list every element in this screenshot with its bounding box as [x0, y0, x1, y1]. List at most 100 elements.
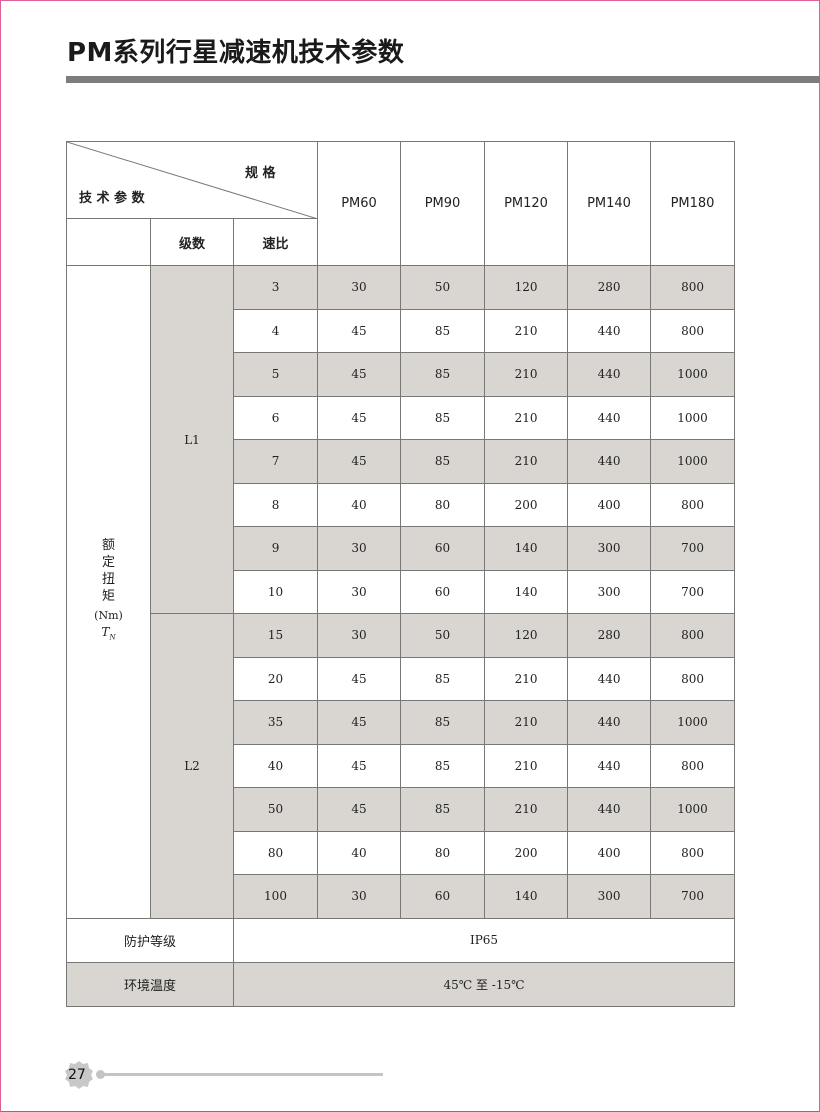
- ratio-header: 速比: [232, 218, 319, 266]
- torque-value-cell: 50: [400, 613, 486, 658]
- torque-value-cell: 210: [484, 743, 569, 788]
- torque-value-cell: 800: [650, 743, 736, 788]
- torque-value-cell: 440: [567, 439, 652, 484]
- torque-value-cell: 440: [567, 787, 652, 832]
- torque-value-cell: 30: [317, 526, 402, 571]
- footer-line: [99, 1073, 383, 1076]
- title-divider: [66, 76, 820, 83]
- footer-dot: [96, 1070, 105, 1079]
- torque-value-cell: 210: [484, 656, 569, 701]
- table-row: 50 45 85 210 440 1000: [67, 787, 736, 832]
- temperature-label: 环境温度: [66, 961, 234, 1007]
- table-row: 80 40 80 200 400 800: [67, 830, 736, 875]
- spec-label: 规 格: [245, 166, 276, 181]
- protection-label: 防护等级: [66, 917, 234, 963]
- temperature-row: 环境温度 45℃ 至 -15℃: [66, 961, 736, 1007]
- torque-value-cell: 60: [400, 874, 486, 919]
- torque-value-cell: 210: [484, 395, 569, 440]
- torque-value-cell: 400: [567, 482, 652, 527]
- torque-value-cell: 30: [317, 874, 402, 919]
- torque-value-cell: 45: [317, 352, 402, 397]
- torque-value-cell: 700: [650, 569, 736, 614]
- torque-value-cell: 300: [567, 526, 652, 571]
- torque-value-cell: 800: [650, 482, 736, 527]
- torque-value-cell: 280: [567, 265, 652, 310]
- torque-value-cell: 210: [484, 308, 569, 353]
- torque-value-cell: 85: [400, 395, 486, 440]
- table-row: 5 45 85 210 440 1000: [67, 352, 736, 397]
- table-row: 40 45 85 210 440 800: [67, 743, 736, 788]
- ratio-cell: 10: [232, 569, 319, 614]
- torque-value-cell: 440: [567, 395, 652, 440]
- torque-value-cell: 210: [484, 700, 569, 745]
- torque-value-cell: 120: [484, 265, 569, 310]
- table-row: L2 15 30 50 120 280 800: [67, 613, 736, 919]
- model-header: PM140: [567, 141, 652, 266]
- torque-value-cell: 440: [567, 656, 652, 701]
- torque-value-cell: 45: [317, 439, 402, 484]
- ratio-cell: 20: [232, 656, 319, 701]
- torque-value-cell: 400: [567, 830, 652, 875]
- torque-value-cell: 1000: [650, 352, 736, 397]
- table-row: 100 30 60 140 300 700: [67, 874, 736, 919]
- ratio-cell: 3: [232, 265, 319, 310]
- torque-value-cell: 45: [317, 656, 402, 701]
- diagonal-line: [67, 142, 318, 219]
- gear-icon: [65, 1061, 93, 1089]
- ratio-cell: 7: [232, 439, 319, 484]
- torque-value-cell: 85: [400, 308, 486, 353]
- torque-label-char: 扭: [101, 572, 115, 588]
- torque-value-cell: 45: [317, 743, 402, 788]
- torque-label-char: 矩: [101, 589, 115, 605]
- empty-header-cell: [66, 218, 151, 266]
- torque-value-cell: 45: [317, 308, 402, 353]
- ratio-cell: 100: [232, 874, 319, 919]
- torque-value-cell: 210: [484, 352, 569, 397]
- spec-table: 规 格 技 术 参 数 PM60 PM90 PM120 PM140 PM180 …: [65, 141, 736, 1007]
- torque-label-char: 定: [101, 555, 115, 571]
- temperature-value: 45℃ 至 -15℃: [232, 961, 736, 1007]
- torque-value-cell: 1000: [650, 787, 736, 832]
- torque-value-cell: 50: [400, 265, 486, 310]
- table-row: 额定扭矩 (Nm) TN L1 3 30 50 120 280 800: [66, 265, 736, 919]
- torque-value-cell: 85: [400, 352, 486, 397]
- torque-value-cell: 80: [400, 830, 486, 875]
- torque-value-cell: 700: [650, 874, 736, 919]
- ratio-cell: 15: [232, 613, 319, 658]
- rated-torque-label: 额定扭矩 (Nm) TN: [66, 265, 151, 919]
- torque-value-cell: 85: [400, 439, 486, 484]
- torque-value-cell: 140: [484, 569, 569, 614]
- table-row: 10 30 60 140 300 700: [67, 569, 736, 614]
- torque-value-cell: 800: [650, 308, 736, 353]
- torque-label-char: 额: [101, 538, 115, 554]
- torque-value-cell: 1000: [650, 700, 736, 745]
- model-header: PM90: [400, 141, 486, 266]
- torque-value-cell: 700: [650, 526, 736, 571]
- table-row: 4 45 85 210 440 800: [67, 308, 736, 353]
- ratio-cell: 6: [232, 395, 319, 440]
- torque-unit: (Nm): [94, 609, 123, 623]
- page-number: 27: [68, 1067, 86, 1083]
- torque-value-cell: 140: [484, 874, 569, 919]
- torque-symbol-sub: N: [109, 633, 116, 642]
- torque-value-cell: 30: [317, 613, 402, 658]
- table-row: 6 45 85 210 440 1000: [67, 395, 736, 440]
- torque-value-cell: 800: [650, 265, 736, 310]
- torque-value-cell: 60: [400, 526, 486, 571]
- torque-value-cell: 45: [317, 395, 402, 440]
- torque-value-cell: 45: [317, 787, 402, 832]
- protection-row: 防护等级 IP65: [66, 917, 736, 963]
- torque-value-cell: 440: [567, 700, 652, 745]
- torque-value-cell: 200: [484, 482, 569, 527]
- torque-value-cell: 300: [567, 874, 652, 919]
- torque-value-cell: 40: [317, 830, 402, 875]
- stage-cell: L2: [150, 613, 234, 919]
- table-row: 20 45 85 210 440 800: [67, 656, 736, 701]
- torque-symbol: TN: [67, 624, 150, 646]
- torque-value-cell: 85: [400, 743, 486, 788]
- table-row: 9 30 60 140 300 700: [67, 526, 736, 571]
- torque-value-cell: 1000: [650, 439, 736, 484]
- ratio-cell: 4: [232, 308, 319, 353]
- param-label: 技 术 参 数: [79, 191, 145, 206]
- torque-value-cell: 85: [400, 656, 486, 701]
